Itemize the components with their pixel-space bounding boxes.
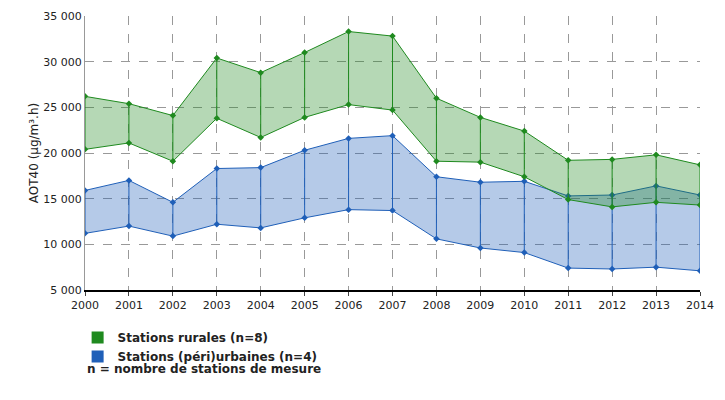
svg-text:2013: 2013 (642, 299, 670, 312)
svg-text:2011: 2011 (554, 299, 582, 312)
svg-text:AOT40 (µg/m³.h): AOT40 (µg/m³.h) (27, 103, 41, 203)
svg-text:25 000: 25 000 (43, 101, 82, 114)
svg-text:2002: 2002 (159, 299, 187, 312)
svg-text:30 000: 30 000 (43, 56, 82, 69)
svg-text:2005: 2005 (291, 299, 319, 312)
svg-text:20 000: 20 000 (43, 147, 82, 160)
svg-text:2014: 2014 (686, 299, 714, 312)
svg-text:Stations (péri)urbaines (n=4): Stations (péri)urbaines (n=4) (118, 350, 317, 364)
svg-text:2000: 2000 (71, 299, 99, 312)
svg-text:10 000: 10 000 (43, 238, 82, 251)
svg-text:2001: 2001 (115, 299, 143, 312)
svg-text:15 000: 15 000 (43, 193, 82, 206)
svg-text:Stations rurales (n=8): Stations rurales (n=8) (118, 331, 268, 345)
svg-text:2004: 2004 (247, 299, 275, 312)
svg-text:35 000: 35 000 (43, 10, 82, 23)
svg-text:2008: 2008 (422, 299, 450, 312)
svg-text:2003: 2003 (203, 299, 231, 312)
svg-text:2009: 2009 (466, 299, 494, 312)
svg-text:2012: 2012 (598, 299, 626, 312)
svg-text:n = nombre de stations de mesu: n = nombre de stations de mesure (87, 362, 321, 376)
svg-text:2006: 2006 (335, 299, 363, 312)
svg-text:2010: 2010 (510, 299, 538, 312)
svg-text:5 000: 5 000 (50, 284, 82, 297)
svg-text:2007: 2007 (379, 299, 407, 312)
